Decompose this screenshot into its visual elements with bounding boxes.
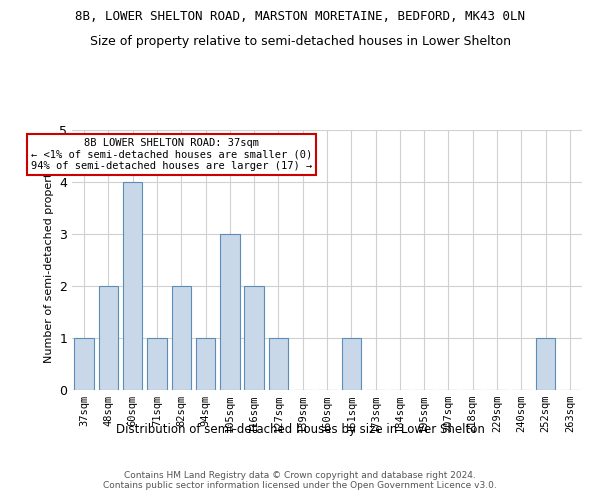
Y-axis label: Number of semi-detached properties: Number of semi-detached properties [44, 157, 53, 363]
Bar [536, 338, 555, 390]
Text: Contains HM Land Registry data © Crown copyright and database right 2024.
Contai: Contains HM Land Registry data © Crown c… [103, 470, 497, 490]
Bar [244, 286, 264, 390]
Bar [74, 338, 94, 390]
Bar [269, 338, 288, 390]
Text: Size of property relative to semi-detached houses in Lower Shelton: Size of property relative to semi-detach… [89, 35, 511, 48]
Bar [172, 286, 191, 390]
Bar [99, 286, 118, 390]
Text: 8B, LOWER SHELTON ROAD, MARSTON MORETAINE, BEDFORD, MK43 0LN: 8B, LOWER SHELTON ROAD, MARSTON MORETAIN… [75, 10, 525, 23]
Bar [196, 338, 215, 390]
Bar [147, 338, 167, 390]
Text: 8B LOWER SHELTON ROAD: 37sqm
← <1% of semi-detached houses are smaller (0)
94% o: 8B LOWER SHELTON ROAD: 37sqm ← <1% of se… [31, 138, 312, 171]
Bar [220, 234, 239, 390]
Text: Distribution of semi-detached houses by size in Lower Shelton: Distribution of semi-detached houses by … [116, 422, 484, 436]
Bar [123, 182, 142, 390]
Bar [341, 338, 361, 390]
